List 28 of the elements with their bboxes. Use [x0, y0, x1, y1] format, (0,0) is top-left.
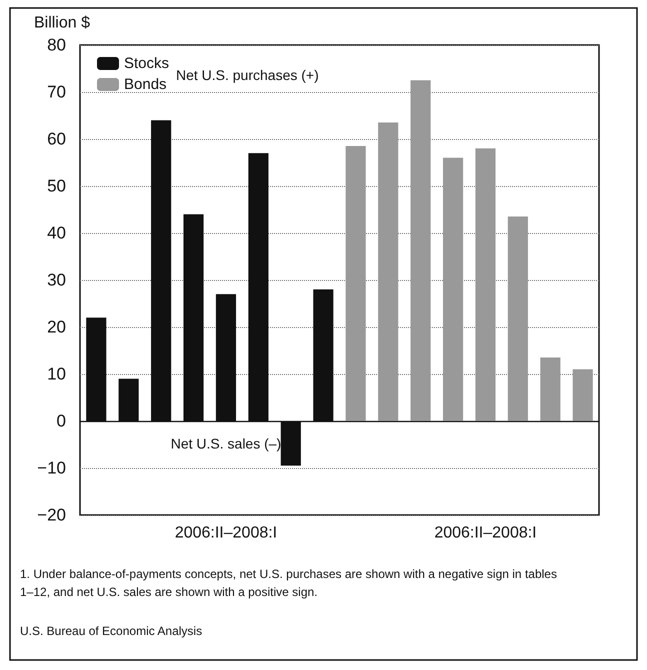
bar	[475, 148, 496, 421]
y-tick-label: 50	[47, 176, 66, 196]
bar	[572, 369, 593, 421]
y-tick-label: −10	[37, 458, 66, 478]
bar	[410, 80, 431, 421]
y-tick-label: 20	[47, 318, 66, 336]
y-tick-label: 60	[47, 130, 66, 148]
y-tick-label: 10	[47, 364, 66, 384]
y-tick-label: 70	[47, 82, 66, 102]
text: 2006:II–2008:I	[434, 524, 537, 542]
y-axis-title: Billion $	[34, 14, 90, 32]
annotation: Net U.S. purchases (+)	[176, 67, 319, 83]
bar	[540, 358, 560, 421]
legend-label: Stocks	[124, 55, 170, 72]
bar	[508, 216, 528, 421]
text: 1. Under balance-of-payments concepts, net U.S. purchases are shown with a negative sign in tables 1–12, and net U.S. sales are shown with a positive sign.	[20, 567, 560, 599]
y-tick-label: 30	[47, 270, 66, 290]
legend-label: Bonds	[124, 76, 167, 93]
bar	[346, 146, 366, 421]
y-tick-label: 40	[47, 224, 66, 242]
y-tick-label: −20	[37, 506, 66, 524]
bar	[442, 158, 464, 421]
annotation: Net U.S. sales (–)	[170, 436, 282, 452]
text: U.S. Bureau of Economic Analysis	[20, 624, 202, 638]
bar	[378, 122, 398, 421]
y-tick-label: 0	[56, 412, 66, 430]
text: 2006:II–2008:I	[174, 524, 278, 542]
y-tick-label: 80	[47, 36, 66, 54]
